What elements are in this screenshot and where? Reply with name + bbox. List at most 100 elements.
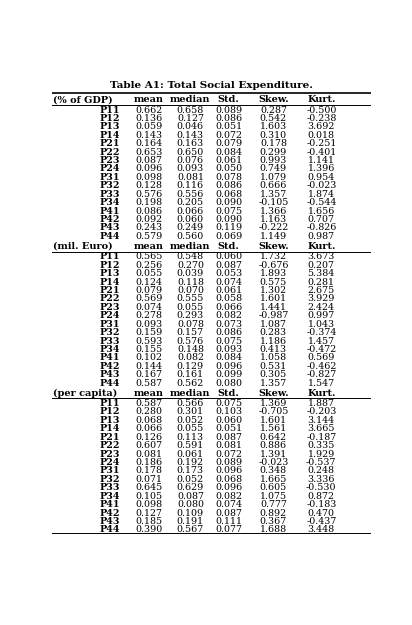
Text: -0.530: -0.530 [306,483,337,492]
Text: 0.118: 0.118 [177,278,204,286]
Text: 0.074: 0.074 [136,303,162,312]
Text: P31: P31 [100,173,120,182]
Text: P41: P41 [100,353,120,362]
Text: 0.144: 0.144 [136,362,162,371]
Text: 0.872: 0.872 [308,492,335,501]
Text: P42: P42 [100,215,120,224]
Text: 3.448: 3.448 [308,526,335,534]
Text: 0.046: 0.046 [177,122,204,131]
Text: -0.500: -0.500 [306,106,337,114]
Text: 1.929: 1.929 [308,449,335,459]
Text: 0.576: 0.576 [135,190,162,199]
Text: 1.058: 1.058 [260,353,287,362]
Text: -0.472: -0.472 [306,345,337,354]
Text: 0.576: 0.576 [177,336,204,346]
Text: 0.082: 0.082 [215,311,242,320]
Text: 0.278: 0.278 [136,311,162,320]
Text: 0.111: 0.111 [215,517,242,526]
Text: 0.642: 0.642 [260,432,287,442]
Text: 0.164: 0.164 [135,139,162,148]
Text: 1.396: 1.396 [308,164,335,174]
Text: 0.081: 0.081 [177,173,204,182]
Text: Kurt.: Kurt. [307,95,335,104]
Text: 0.348: 0.348 [260,466,287,476]
Text: 0.103: 0.103 [215,408,242,416]
Text: 3.692: 3.692 [308,122,335,131]
Text: 0.548: 0.548 [177,253,204,261]
Text: Kurt.: Kurt. [307,389,335,398]
Text: 0.256: 0.256 [135,261,162,270]
Text: 3.673: 3.673 [308,253,335,261]
Text: 0.072: 0.072 [215,131,242,140]
Text: 0.070: 0.070 [177,286,204,295]
Text: 1.688: 1.688 [260,526,287,534]
Text: 0.075: 0.075 [215,207,242,216]
Text: 0.566: 0.566 [177,399,204,408]
Text: median: median [170,389,211,398]
Text: 0.157: 0.157 [177,328,204,337]
Text: 0.068: 0.068 [215,475,242,484]
Text: -0.023: -0.023 [258,458,288,467]
Text: 0.886: 0.886 [260,441,287,450]
Text: 0.390: 0.390 [135,526,162,534]
Text: 0.072: 0.072 [215,449,242,459]
Text: 0.078: 0.078 [215,173,242,182]
Text: 0.607: 0.607 [135,441,162,450]
Text: 0.087: 0.087 [136,156,162,165]
Text: 1.079: 1.079 [260,173,287,182]
Text: -0.537: -0.537 [306,458,337,467]
Text: P43: P43 [100,223,120,232]
Text: P24: P24 [100,311,120,320]
Text: 1.874: 1.874 [308,190,335,199]
Text: 0.089: 0.089 [215,106,242,114]
Text: P14: P14 [100,278,120,286]
Text: 0.052: 0.052 [177,416,204,425]
Text: 0.645: 0.645 [135,483,162,492]
Text: 0.060: 0.060 [215,253,242,261]
Text: 2.424: 2.424 [308,303,335,312]
Text: 1.087: 1.087 [260,319,287,329]
Text: -0.462: -0.462 [306,362,337,371]
Text: Skew.: Skew. [258,242,289,251]
Text: 0.629: 0.629 [177,483,204,492]
Text: 0.280: 0.280 [136,408,162,416]
Text: mean: mean [134,95,164,104]
Text: -0.203: -0.203 [306,408,337,416]
Text: mean: mean [134,242,164,251]
Text: 0.096: 0.096 [215,362,242,371]
Text: 0.075: 0.075 [215,399,242,408]
Text: 1.601: 1.601 [260,416,287,425]
Text: 0.060: 0.060 [177,215,204,224]
Text: -0.023: -0.023 [306,181,337,190]
Text: 0.198: 0.198 [135,198,162,207]
Text: P21: P21 [100,286,120,295]
Text: 0.892: 0.892 [260,509,287,518]
Text: 3.336: 3.336 [308,475,335,484]
Text: 0.335: 0.335 [308,441,335,450]
Text: 1.603: 1.603 [260,122,287,131]
Text: P34: P34 [100,198,120,207]
Text: P13: P13 [100,416,120,425]
Text: 1.732: 1.732 [260,253,287,261]
Text: 0.560: 0.560 [177,232,204,241]
Text: 0.086: 0.086 [135,207,162,216]
Text: 1.893: 1.893 [260,269,287,278]
Text: -0.401: -0.401 [306,148,337,157]
Text: 0.086: 0.086 [215,114,242,123]
Text: 1.391: 1.391 [260,449,287,459]
Text: P44: P44 [100,526,120,534]
Text: 0.071: 0.071 [136,475,162,484]
Text: P32: P32 [100,475,120,484]
Text: Std.: Std. [218,242,240,251]
Text: P14: P14 [100,424,120,433]
Text: 0.066: 0.066 [215,303,242,312]
Text: 0.061: 0.061 [215,156,242,165]
Text: 0.173: 0.173 [177,466,204,476]
Text: 0.055: 0.055 [135,269,162,278]
Text: 0.161: 0.161 [177,370,204,379]
Text: 0.081: 0.081 [136,449,162,459]
Text: P11: P11 [100,253,120,261]
Text: 0.084: 0.084 [215,353,242,362]
Text: -0.705: -0.705 [258,408,288,416]
Text: Skew.: Skew. [258,389,289,398]
